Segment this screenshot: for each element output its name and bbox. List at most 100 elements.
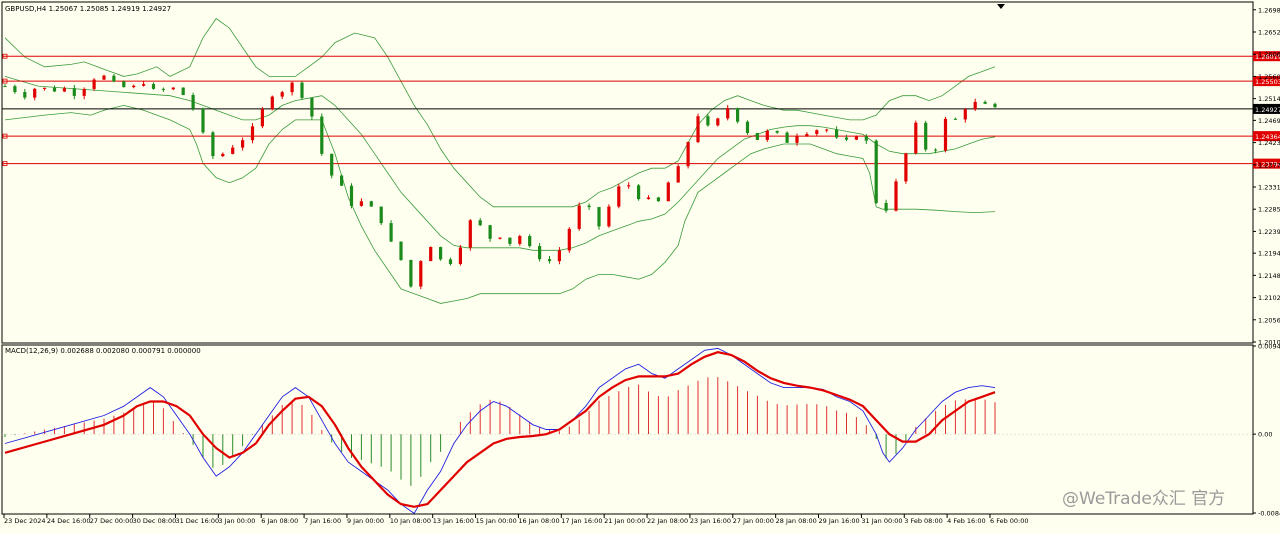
candle (538, 242, 542, 262)
candle (805, 132, 809, 137)
time-tick-label: 9 Jan 00:00 (347, 517, 384, 525)
price-pane[interactable] (1, 1, 1254, 344)
candle-body (468, 220, 472, 248)
candle (488, 224, 492, 242)
time-tick-label: 22 Jan 08:00 (647, 517, 688, 525)
signal-line (4, 351, 996, 508)
symbol-header: GBPUSD,H4 1.25067 1.25085 1.24919 1.2492… (5, 5, 171, 13)
candle (726, 105, 730, 121)
candle (468, 219, 472, 251)
candle-body (122, 81, 126, 88)
candle (686, 141, 690, 169)
time-tick-label: 28 Jan 08:00 (776, 517, 817, 525)
candle (617, 183, 621, 209)
candle (973, 98, 977, 111)
price-tick-label: 1.22390 (1258, 228, 1280, 236)
candle-body (607, 206, 611, 227)
candle-body (132, 85, 136, 88)
candle (963, 108, 967, 123)
candle-body (340, 175, 344, 186)
price-tick-label: 1.21940 (1258, 250, 1280, 258)
horizontal-levels[interactable]: 1.26019 1.25503 1.24364 1.23794 1.24927 (2, 51, 1280, 169)
candle-body (597, 207, 601, 227)
candle-body (656, 197, 660, 202)
candle (62, 86, 66, 93)
candle (587, 203, 591, 210)
candle (478, 218, 482, 227)
candle (666, 181, 670, 202)
candle-body (567, 228, 571, 251)
candle-body (934, 149, 938, 151)
candle-body (82, 88, 86, 96)
candle (706, 114, 710, 127)
candle-body (696, 116, 700, 143)
bollinger-lower (4, 104, 996, 304)
time-axis: 23 Dec 2024 24 Dec 16:00 27 Dec 00:00 30 De… (3, 514, 1029, 525)
candle-body (290, 82, 294, 93)
level-handle (2, 53, 8, 59)
time-tick-label: 7 Jan 16:00 (304, 517, 341, 525)
price-tick-label: 1.21480 (1258, 272, 1280, 280)
candle (161, 87, 165, 92)
candle-body (755, 133, 759, 140)
candle-body (815, 130, 819, 135)
candle-body (646, 197, 651, 200)
price-tick-label: 1.26520 (1258, 29, 1280, 37)
time-tick-label: 6 Jan 08:00 (261, 517, 298, 525)
candle (815, 129, 819, 137)
candle (627, 182, 631, 189)
candle-body (547, 259, 552, 262)
candle (300, 81, 304, 100)
level-tag-label: 1.23794 (1255, 161, 1280, 169)
candle (765, 129, 769, 142)
candle-body (161, 88, 165, 90)
time-tick-label: 23 Dec 2024 (4, 517, 46, 525)
price-tick-label: 1.24690 (1258, 117, 1280, 125)
candle-body (250, 126, 255, 141)
candle-body (973, 101, 977, 110)
level-tag (1253, 76, 1280, 87)
candle (33, 87, 37, 101)
candle (775, 130, 779, 135)
level-tag-label: 1.26019 (1255, 53, 1280, 61)
candle-body (924, 122, 928, 150)
candle (607, 204, 611, 228)
candle-body (112, 75, 116, 82)
time-tick-label: 13 Jan 16:00 (433, 517, 474, 525)
candle (924, 120, 928, 152)
candle-body (280, 92, 284, 97)
candle-body (676, 166, 680, 183)
candle (745, 120, 750, 135)
candle-body (448, 259, 453, 265)
candle-body (369, 201, 373, 207)
candle-body (270, 96, 274, 110)
candle (736, 107, 740, 124)
shift-marker-icon[interactable] (997, 4, 1005, 9)
level-handle (2, 78, 8, 84)
macd-lines (4, 347, 996, 515)
candle (142, 80, 146, 87)
level-handle (2, 161, 8, 167)
candle-body (953, 118, 957, 120)
candle (577, 202, 581, 231)
price-tick-label: 1.26060 (1258, 51, 1280, 59)
candle-body (43, 87, 47, 89)
candle-body (854, 136, 858, 140)
candle-body (844, 137, 849, 140)
candle (943, 116, 948, 153)
price-axis: 1.26980 1.26520 1.26060 1.25600 1.25140 1.246… (1253, 6, 1280, 347)
candle-body (231, 147, 235, 154)
macd-pane[interactable] (1, 344, 1254, 515)
time-tick-label: 29 Jan 16:00 (819, 517, 860, 525)
macd-tick-label: 0.00 (1258, 431, 1272, 439)
candle-body (795, 135, 799, 143)
candle (250, 123, 255, 144)
candle-body (963, 109, 967, 120)
candle (439, 246, 443, 261)
candle (231, 145, 235, 155)
candle (597, 206, 601, 230)
candle (894, 178, 898, 212)
candle (171, 87, 175, 91)
